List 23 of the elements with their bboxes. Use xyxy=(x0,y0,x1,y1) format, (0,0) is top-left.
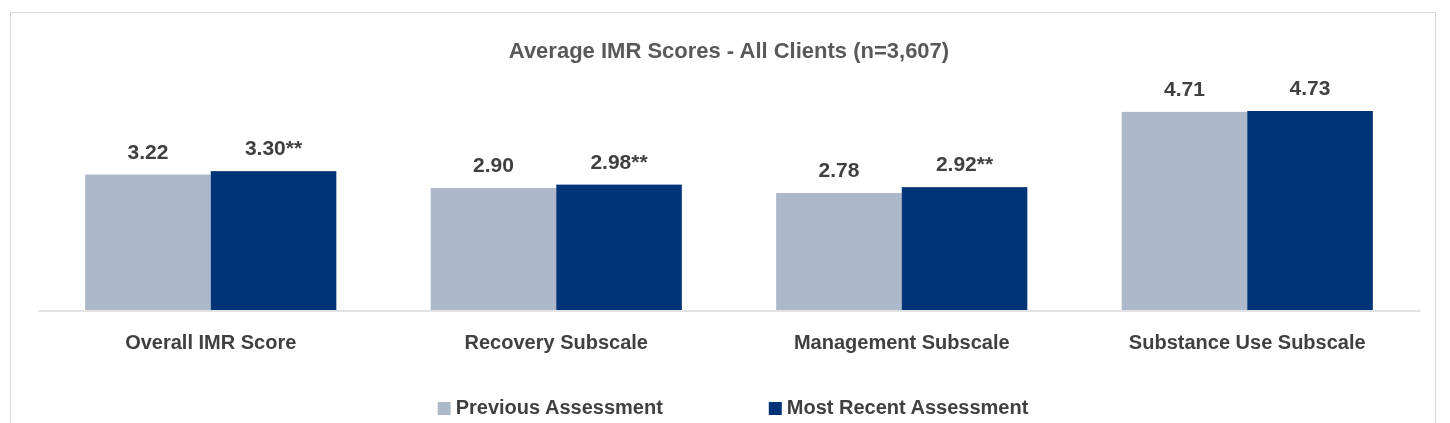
data-label: 4.73 xyxy=(1289,76,1331,99)
bar xyxy=(776,193,902,310)
x-tick-label: Overall IMR Score xyxy=(125,330,297,353)
data-label: 2.90 xyxy=(473,152,514,176)
bar xyxy=(210,171,337,310)
data-label: 2.78 xyxy=(818,158,860,182)
bar xyxy=(901,187,1028,310)
bar xyxy=(430,187,557,310)
chart-title: Average IMR Scores - All Clients (n=3,607) xyxy=(508,38,950,63)
x-tick-label: Management Subscale xyxy=(793,330,1010,353)
x-tick-label: Recovery Subscale xyxy=(464,330,648,353)
x-tick-label: Substance Use Subscale xyxy=(1128,330,1366,353)
data-label: 4.71 xyxy=(1164,76,1206,100)
data-label: 3.22 xyxy=(127,139,169,163)
bar xyxy=(1121,111,1248,310)
legend-label: Previous Assessment xyxy=(455,396,664,418)
data-label: 2.98** xyxy=(590,149,649,173)
legend-label: Most Recent Assessment xyxy=(786,396,1029,418)
bar xyxy=(556,184,682,310)
bar xyxy=(1247,111,1373,310)
data-label: 3.30** xyxy=(244,136,303,160)
data-label: 2.92** xyxy=(935,152,994,176)
bar xyxy=(85,174,211,310)
